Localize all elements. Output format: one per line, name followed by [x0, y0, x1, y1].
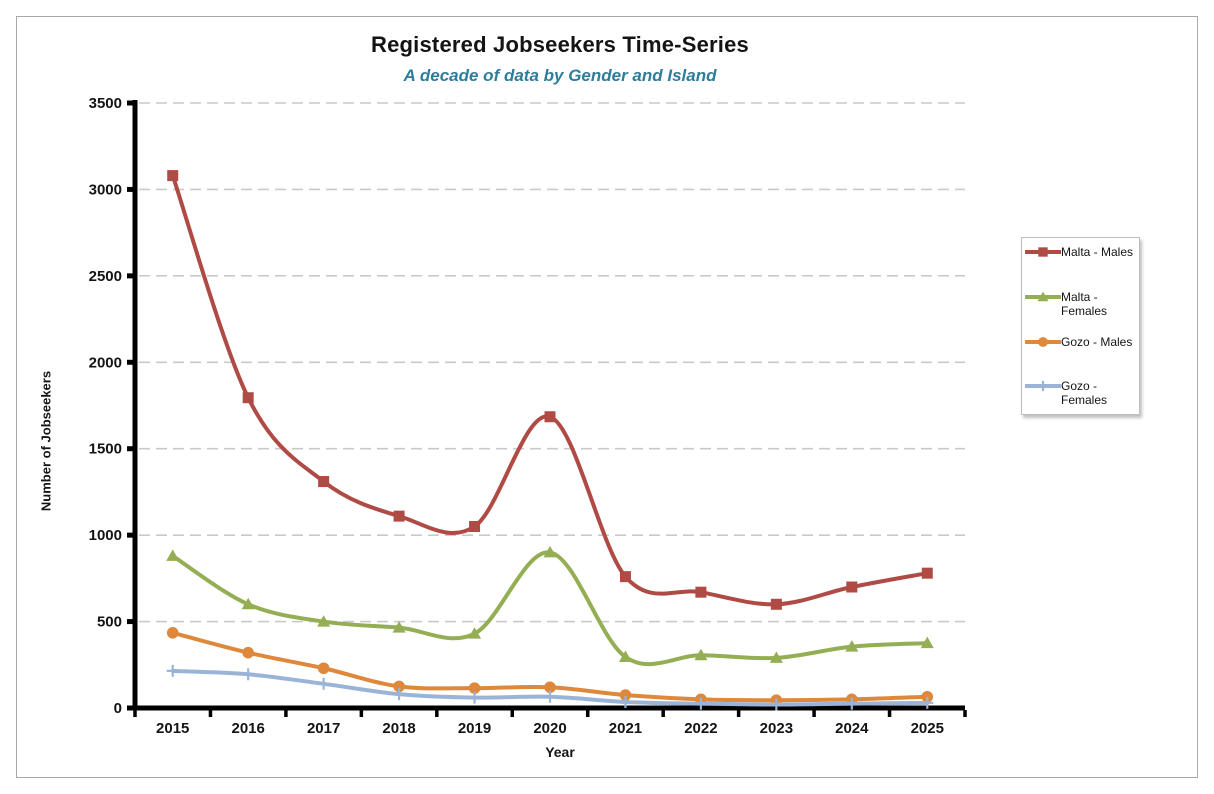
chart-subtitle: A decade of data by Gender and Island [403, 66, 717, 85]
legend-swatch-gozo-females [1024, 379, 1062, 393]
x-tick-label: 2020 [533, 720, 566, 737]
x-tick-label: 2017 [307, 720, 340, 737]
marker-malta-females [618, 650, 632, 663]
marker-malta-males [393, 510, 405, 522]
legend-marker-malta-females [1037, 291, 1049, 302]
legend-item-gozo-males: Gozo - Males [1024, 335, 1133, 349]
marker-malta-males [318, 476, 330, 488]
marker-gozo-males [544, 681, 556, 694]
y-tick-label: 0 [114, 700, 122, 717]
legend-swatch-malta-males [1024, 245, 1062, 259]
marker-malta-females [845, 640, 859, 652]
marker-gozo-males [468, 682, 481, 694]
marker-malta-females [392, 621, 406, 633]
series-line-malta-males [170, 173, 930, 607]
marker-gozo-males [619, 689, 632, 701]
marker-malta-males [544, 411, 556, 423]
legend-swatch-malta-females [1024, 290, 1062, 304]
legend-item-malta-females: Malta - Females [1024, 290, 1139, 318]
x-tick-label: 2021 [609, 720, 642, 737]
marker-malta-females [166, 549, 180, 561]
marker-malta-males [921, 567, 933, 579]
legend-swatch-gozo-males [1024, 335, 1062, 349]
legend-label: Gozo - Males [1061, 335, 1133, 349]
marker-malta-females [317, 615, 331, 627]
x-tick-label: 2024 [835, 720, 869, 737]
x-tick-label: 2025 [911, 720, 944, 737]
y-tick-label: 3000 [89, 181, 122, 198]
legend-item-malta-males: Malta - Males [1024, 245, 1134, 259]
marker-malta-males [770, 598, 782, 610]
x-tick-label: 2019 [458, 720, 491, 737]
marker-malta-females [543, 545, 557, 558]
marker-gozo-males [242, 646, 254, 659]
marker-malta-males [619, 571, 631, 583]
marker-malta-males [695, 586, 707, 598]
legend-item-gozo-females: Gozo - Females [1024, 379, 1139, 407]
marker-gozo-males [317, 662, 330, 675]
legend-marker-gozo-males [1038, 337, 1048, 347]
legend-label: Malta - Males [1061, 245, 1134, 259]
y-tick-label: 3500 [89, 95, 122, 112]
marker-gozo-males [166, 627, 179, 639]
marker-malta-males [846, 581, 858, 593]
series-line-malta-females [170, 550, 930, 667]
marker-malta-females [468, 627, 482, 639]
y-tick-label: 1500 [89, 441, 122, 458]
x-tick-label: 2023 [760, 720, 793, 737]
y-tick-label: 500 [97, 614, 122, 631]
legend-label: Malta - Females [1061, 290, 1108, 318]
marker-malta-males [242, 392, 254, 404]
legend-label: Gozo - Females [1061, 379, 1108, 407]
x-tick-label: 2016 [231, 720, 264, 737]
x-tick-label: 2022 [684, 720, 717, 737]
marker-gozo-males [921, 690, 934, 703]
marker-malta-females [694, 648, 708, 661]
y-tick-label: 1000 [89, 527, 122, 544]
chart-title: Registered Jobseekers Time-Series [371, 32, 749, 57]
y-tick-label: 2500 [89, 268, 122, 285]
x-tick-label: 2018 [382, 720, 415, 737]
marker-malta-females [769, 651, 783, 663]
x-tick-label: 2015 [156, 720, 189, 737]
marker-malta-females [920, 636, 934, 649]
y-tick-label: 2000 [89, 354, 122, 371]
x-axis-title: Year [545, 744, 575, 760]
marker-malta-males [167, 170, 179, 182]
marker-malta-females [241, 597, 255, 610]
marker-malta-males [469, 521, 481, 532]
legend-marker-malta-males [1038, 247, 1048, 257]
legend: Malta - Males Malta - Females Gozo - Mal… [1021, 237, 1140, 415]
marker-gozo-males [393, 680, 405, 693]
